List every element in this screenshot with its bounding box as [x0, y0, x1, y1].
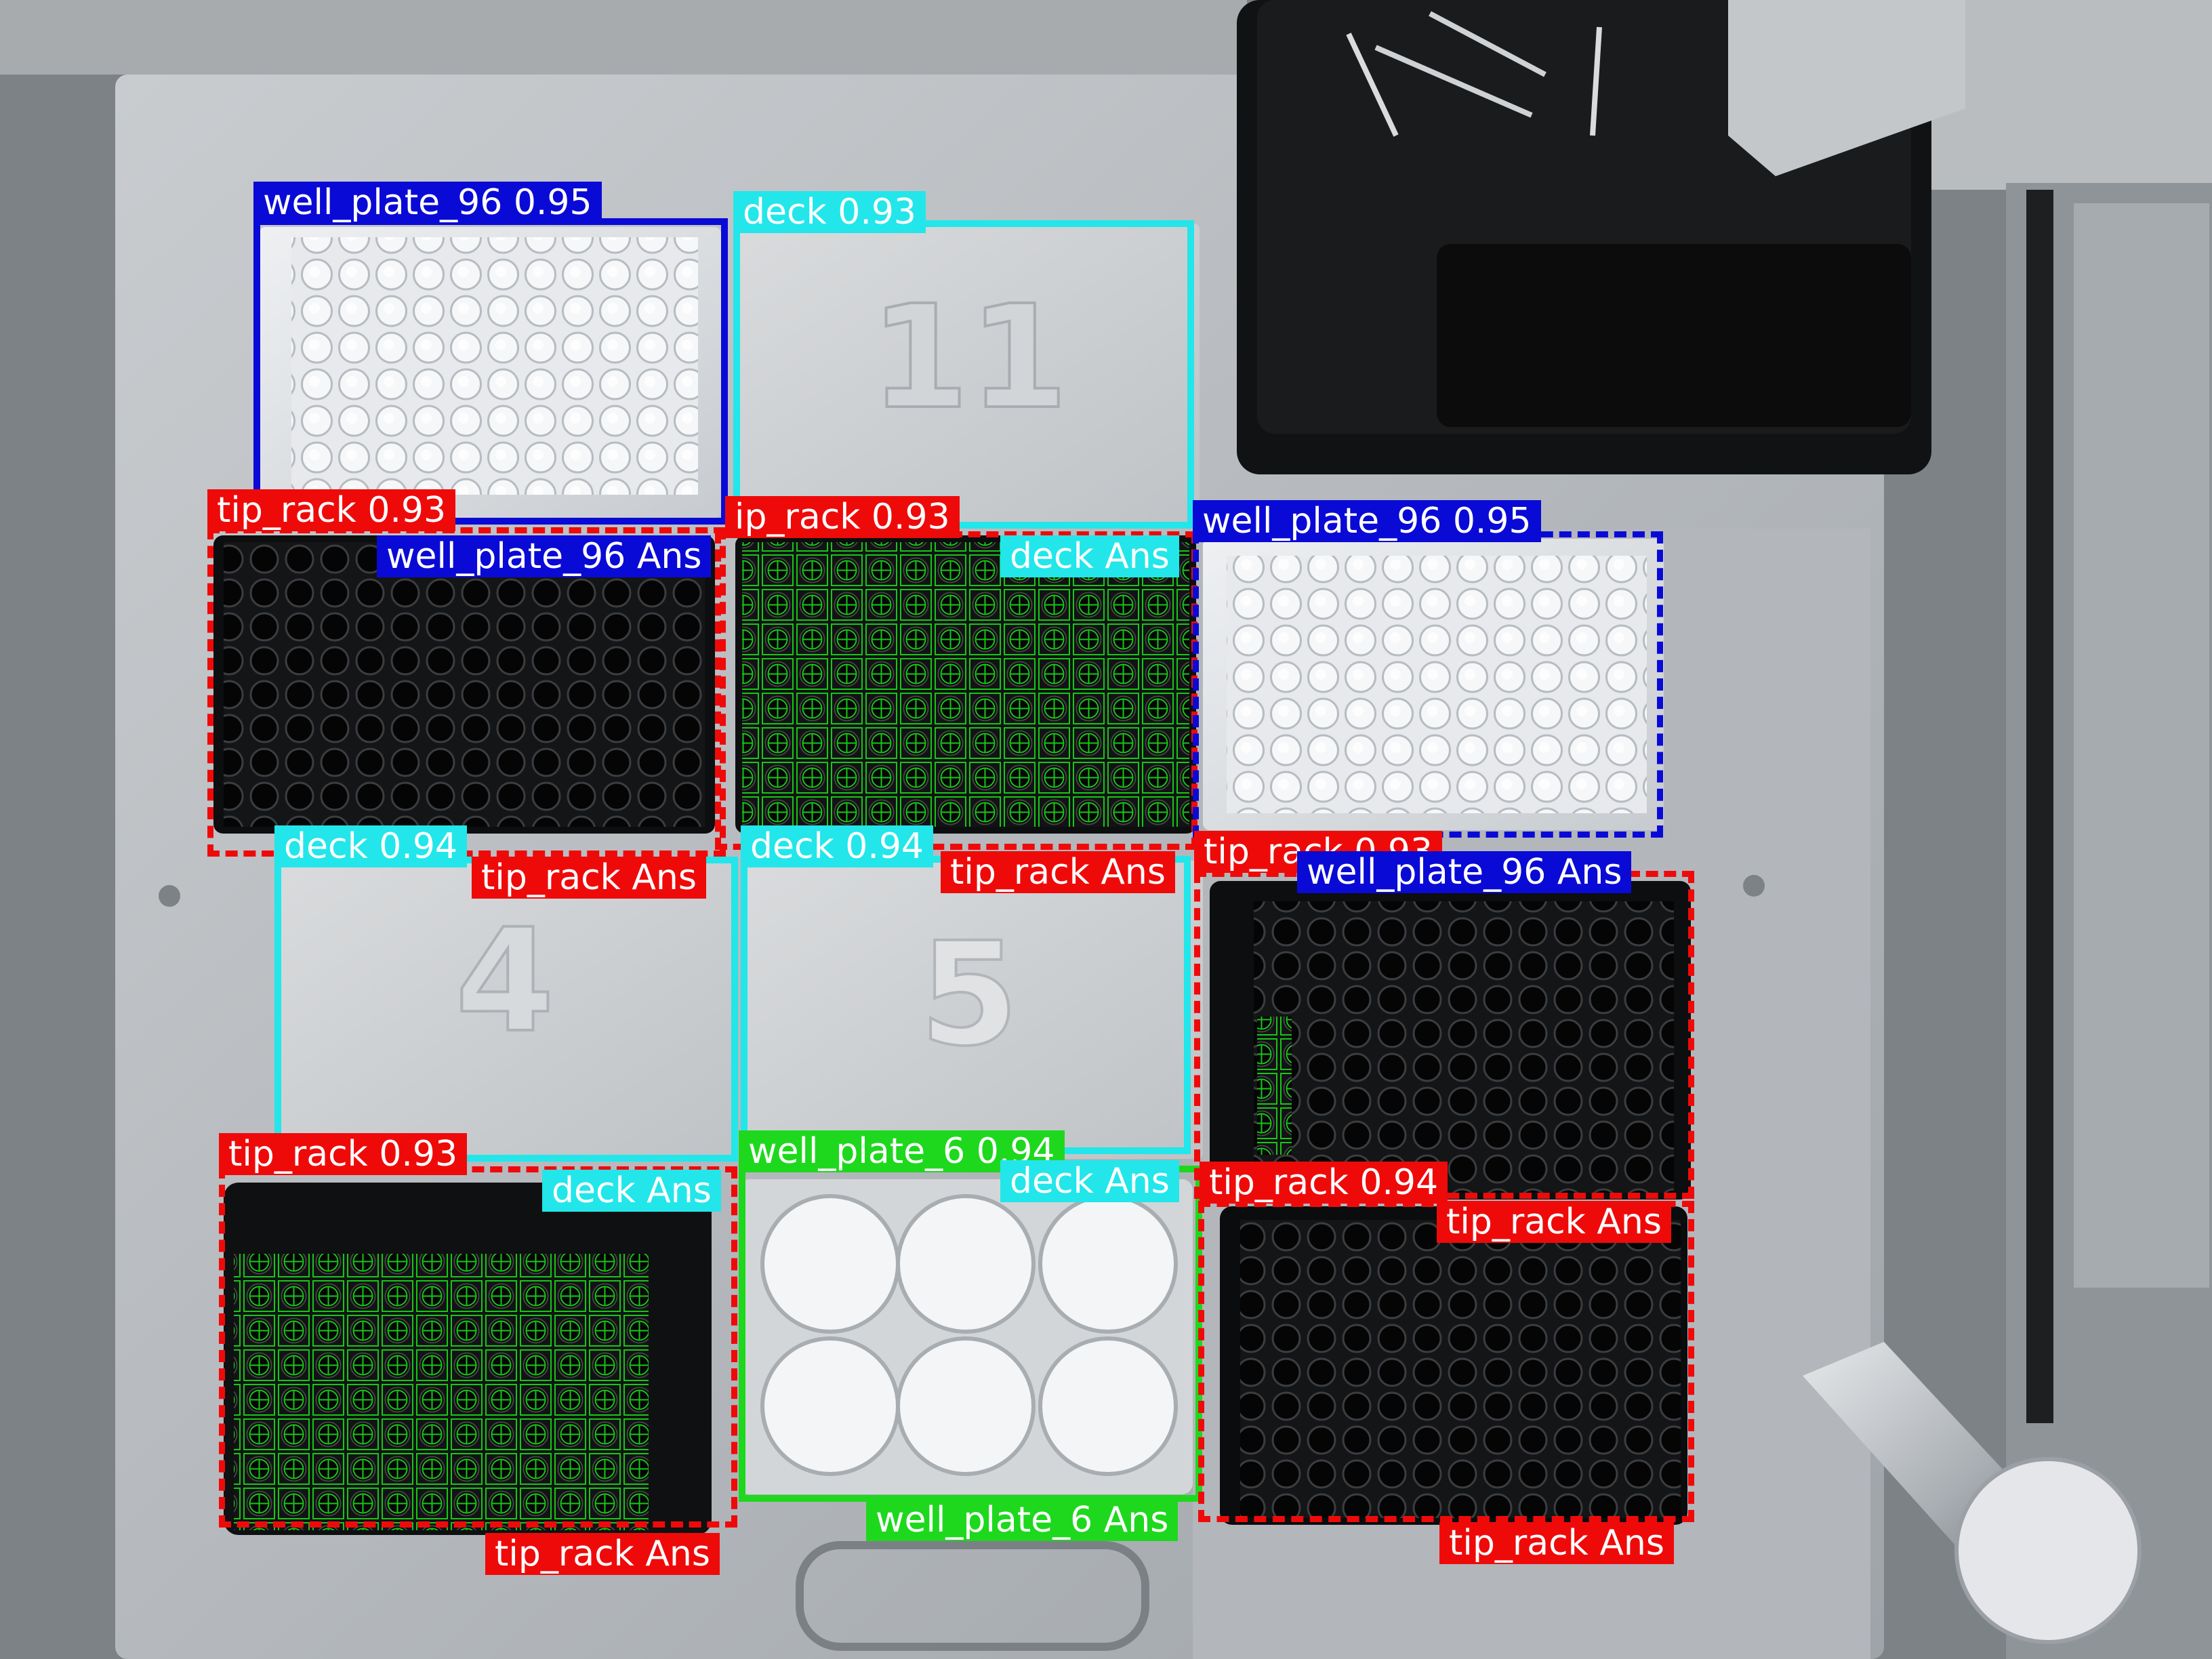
label-well-plate-96-b: well_plate_96 0.95 — [1193, 500, 1541, 542]
label-tip-rack-ans-b: tip_rack Ans — [941, 851, 1175, 893]
label-well-plate-96-ans-b: well_plate_96 Ans — [1297, 851, 1632, 893]
svg-text:5: 5 — [920, 912, 1019, 1078]
label-deck-ans-b: deck Ans — [542, 1170, 721, 1212]
bbox-tip-rack-slot6 — [1194, 871, 1694, 1199]
label-deck-ans-a: deck Ans — [1000, 535, 1179, 577]
label-well-plate-96-ans-a: well_plate_96 Ans — [377, 535, 712, 577]
bbox-well-plate-96-slot9 — [1193, 531, 1663, 838]
label-tip-rack-d: tip_rack 0.93 — [219, 1133, 468, 1175]
deck-handle — [796, 1541, 1149, 1651]
svg-text:4: 4 — [455, 898, 554, 1064]
svg-text:11: 11 — [870, 274, 1068, 441]
label-well-plate-6-ans: well_plate_6 Ans — [866, 1499, 1179, 1541]
label-well-plate-96-a: well_plate_96 0.95 — [253, 182, 602, 224]
label-tip-rack-ans-e: tip_rack Ans — [1439, 1522, 1674, 1564]
bbox-deck-slot11 — [733, 220, 1194, 529]
label-deck-4: deck 0.94 — [274, 825, 468, 867]
bbox-deck-slot4 — [274, 857, 738, 1162]
bbox-well-plate-6 — [739, 1166, 1202, 1502]
bbox-tip-rack-slot1 — [219, 1166, 737, 1528]
label-tip-rack-ans-c: tip_rack Ans — [1437, 1201, 1671, 1243]
bbox-tip-rack-slot8 — [715, 531, 1197, 850]
label-tip-rack-e: tip_rack 0.94 — [1200, 1162, 1448, 1204]
label-tip-rack-a: tip_rack 0.93 — [207, 489, 456, 531]
bbox-deck-slot5 — [741, 856, 1191, 1154]
bbox-well-plate-96-slot10 — [253, 218, 728, 525]
label-tip-rack-ans-a: tip_rack Ans — [472, 857, 706, 899]
slot-11 — [739, 224, 1200, 522]
slot-5 — [742, 861, 1203, 1159]
label-tip-rack-b: ip_rack 0.93 — [725, 496, 960, 538]
round-cap — [1954, 1457, 2142, 1644]
slot-4 — [274, 861, 735, 1159]
label-tip-rack-ans-d: tip_rack Ans — [485, 1533, 720, 1575]
bbox-tip-rack-slot3 — [1198, 1201, 1694, 1522]
label-deck-ans-c: deck Ans — [1000, 1160, 1179, 1202]
label-deck-11: deck 0.93 — [733, 191, 926, 233]
label-deck-5: deck 0.94 — [741, 825, 934, 867]
